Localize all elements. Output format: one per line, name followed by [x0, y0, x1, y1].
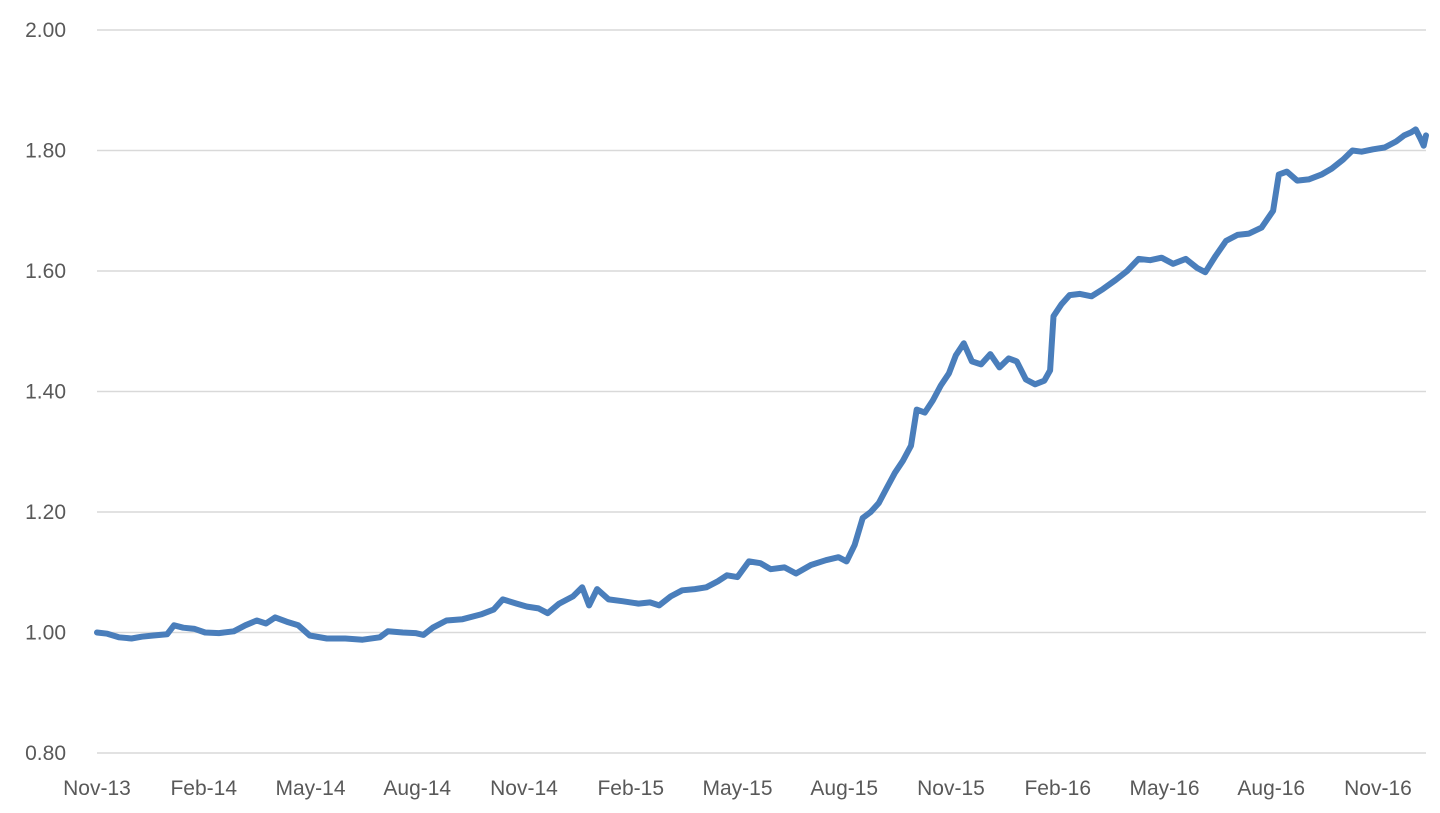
x-tick-label-4: Nov-14: [490, 777, 558, 800]
x-tick-label-7: Aug-15: [810, 777, 878, 800]
y-tick-label-3: 1.40: [25, 381, 66, 404]
y-tick-label-6: 2.00: [25, 19, 66, 42]
series-line-0: [94, 126, 1429, 643]
y-tick-label-2: 1.20: [25, 501, 66, 524]
x-tick-label-0: Nov-13: [63, 777, 131, 800]
x-tick-label-6: May-15: [702, 777, 772, 800]
x-tick-label-11: Aug-16: [1237, 777, 1305, 800]
gridlines: [97, 29, 1426, 754]
y-tick-label-1: 1.00: [25, 622, 66, 645]
x-tick-label-12: Nov-16: [1344, 777, 1412, 800]
x-tick-label-10: May-16: [1129, 777, 1199, 800]
y-tick-label-5: 1.80: [25, 140, 66, 163]
x-tick-label-1: Feb-14: [170, 777, 237, 800]
x-tick-label-3: Aug-14: [383, 777, 451, 800]
y-tick-label-0: 0.80: [25, 742, 66, 765]
x-tick-label-5: Feb-15: [597, 777, 664, 800]
x-tick-label-9: Feb-16: [1024, 777, 1091, 800]
y-tick-label-4: 1.60: [25, 260, 66, 283]
x-axis-tick-labels: Nov-13 Feb-14 May-14 Aug-14 Nov-14 Feb-15 May-…: [63, 777, 1412, 800]
y-axis-tick-labels: 0.80 1.00 1.20 1.40 1.60 1.80 2.00: [25, 19, 66, 765]
x-tick-label-8: Nov-15: [917, 777, 985, 800]
series-layer: [94, 126, 1429, 643]
x-tick-label-2: May-14: [275, 777, 345, 800]
